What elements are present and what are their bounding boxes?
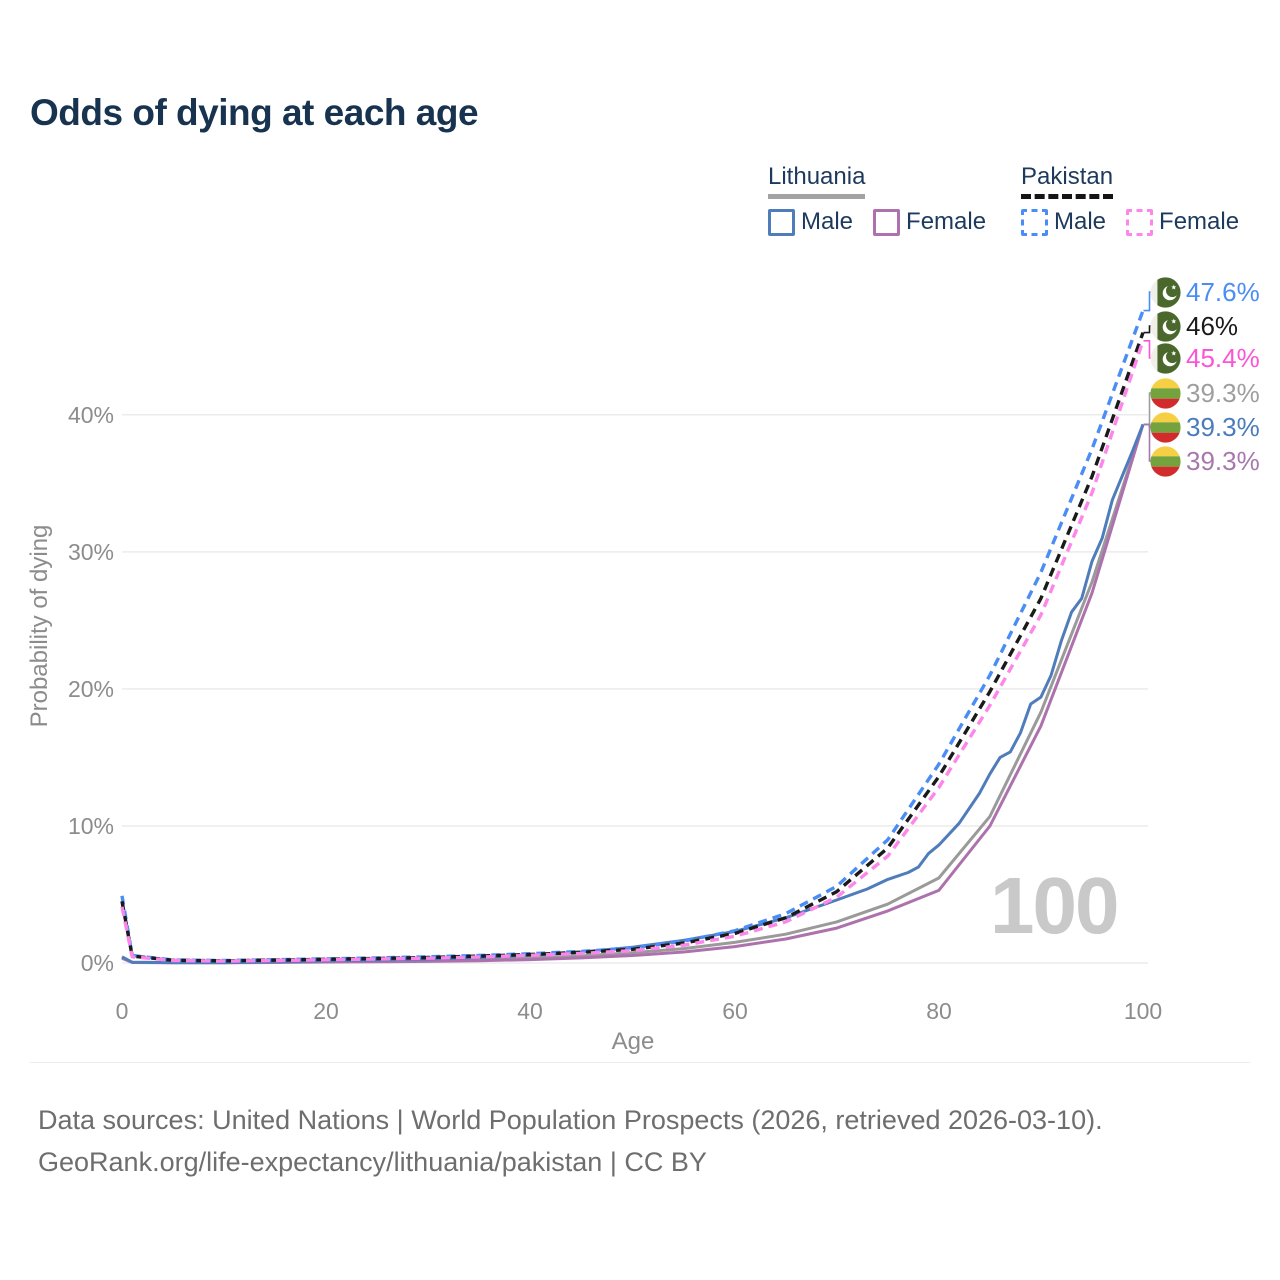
- end-label-row-lithuania-female: 39.3%: [1150, 444, 1260, 478]
- legend-item-label: Male: [1054, 208, 1107, 235]
- footer-attribution: GeoRank.org/life-expectancy/lithuania/pa…: [38, 1147, 707, 1177]
- legend-country-lithuania: Lithuania: [768, 163, 866, 199]
- age-watermark: 100: [990, 861, 1119, 950]
- end-label-value: 47.6%: [1186, 276, 1260, 307]
- y-axis-title: Probability of dying: [26, 524, 53, 728]
- y-tick-40: 40%: [67, 402, 114, 428]
- pakistan-flag-icon: [1150, 310, 1181, 342]
- footer-divider: [30, 1062, 1250, 1063]
- legend-item-label: Female: [906, 208, 987, 235]
- legend-group-lithuania: Lithuania Male Female: [768, 163, 1006, 236]
- end-label-value: 39.3%: [1186, 411, 1260, 442]
- legend-group-pakistan: Pakistan Male Female: [1021, 163, 1259, 236]
- legend-item-pakistan-male[interactable]: Male: [1021, 208, 1106, 236]
- pakistan-male-swatch-icon: [1021, 208, 1048, 236]
- x-tick-40: 40: [517, 998, 543, 1024]
- lithuania-female-swatch-icon: [873, 208, 901, 236]
- x-tick-0: 0: [115, 998, 129, 1024]
- x-tick-20: 20: [313, 998, 339, 1024]
- end-label-value: 39.3%: [1186, 445, 1260, 476]
- y-tick-0: 0%: [80, 950, 114, 976]
- pakistan-flag-icon: [1150, 276, 1181, 308]
- x-tick-80: 80: [926, 998, 952, 1024]
- page-title: Odds of dying at each age: [30, 92, 479, 133]
- legend-item-pakistan-female[interactable]: Female: [1126, 208, 1239, 236]
- end-label-value: 45.4%: [1186, 342, 1260, 373]
- lithuania-flag-icon: [1150, 377, 1181, 409]
- pakistan-flag-icon: [1150, 342, 1181, 374]
- legend-items-pakistan: Male Female: [1021, 208, 1259, 236]
- y-tick-30: 30%: [67, 539, 114, 565]
- y-tick-20: 20%: [67, 676, 114, 702]
- pakistan-female-swatch-icon: [1126, 208, 1154, 236]
- legend-item-label: Male: [801, 208, 854, 235]
- legend-item-lithuania-female[interactable]: Female: [873, 208, 986, 236]
- legend-items-lithuania: Male Female: [768, 208, 1006, 236]
- footer-sources: Data sources: United Nations | World Pop…: [38, 1105, 1103, 1135]
- end-label-row-lithuania-male: 39.3%: [1150, 410, 1260, 444]
- lithuania-male-swatch-icon: [768, 208, 795, 236]
- legend-item-lithuania-male[interactable]: Male: [768, 208, 853, 236]
- end-label-value: 39.3%: [1186, 377, 1260, 408]
- legend-item-label: Female: [1159, 208, 1240, 235]
- x-axis-title: Age: [611, 1028, 655, 1055]
- y-tick-10: 10%: [67, 813, 114, 839]
- end-label-row-pakistan-both-sexes-: 46%: [1150, 309, 1238, 343]
- end-label-row-pakistan-male: 47.6%: [1150, 275, 1260, 309]
- x-tick-100: 100: [1123, 998, 1163, 1024]
- end-label-value: 46%: [1186, 310, 1239, 341]
- end-label-row-pakistan-female: 45.4%: [1150, 341, 1260, 375]
- lithuania-flag-icon: [1150, 445, 1181, 477]
- end-label-row-lithuania-both-sexes-: 39.3%: [1150, 376, 1260, 410]
- legend-country-pakistan: Pakistan: [1021, 163, 1114, 199]
- x-tick-60: 60: [722, 998, 748, 1024]
- lithuania-flag-icon: [1150, 411, 1181, 443]
